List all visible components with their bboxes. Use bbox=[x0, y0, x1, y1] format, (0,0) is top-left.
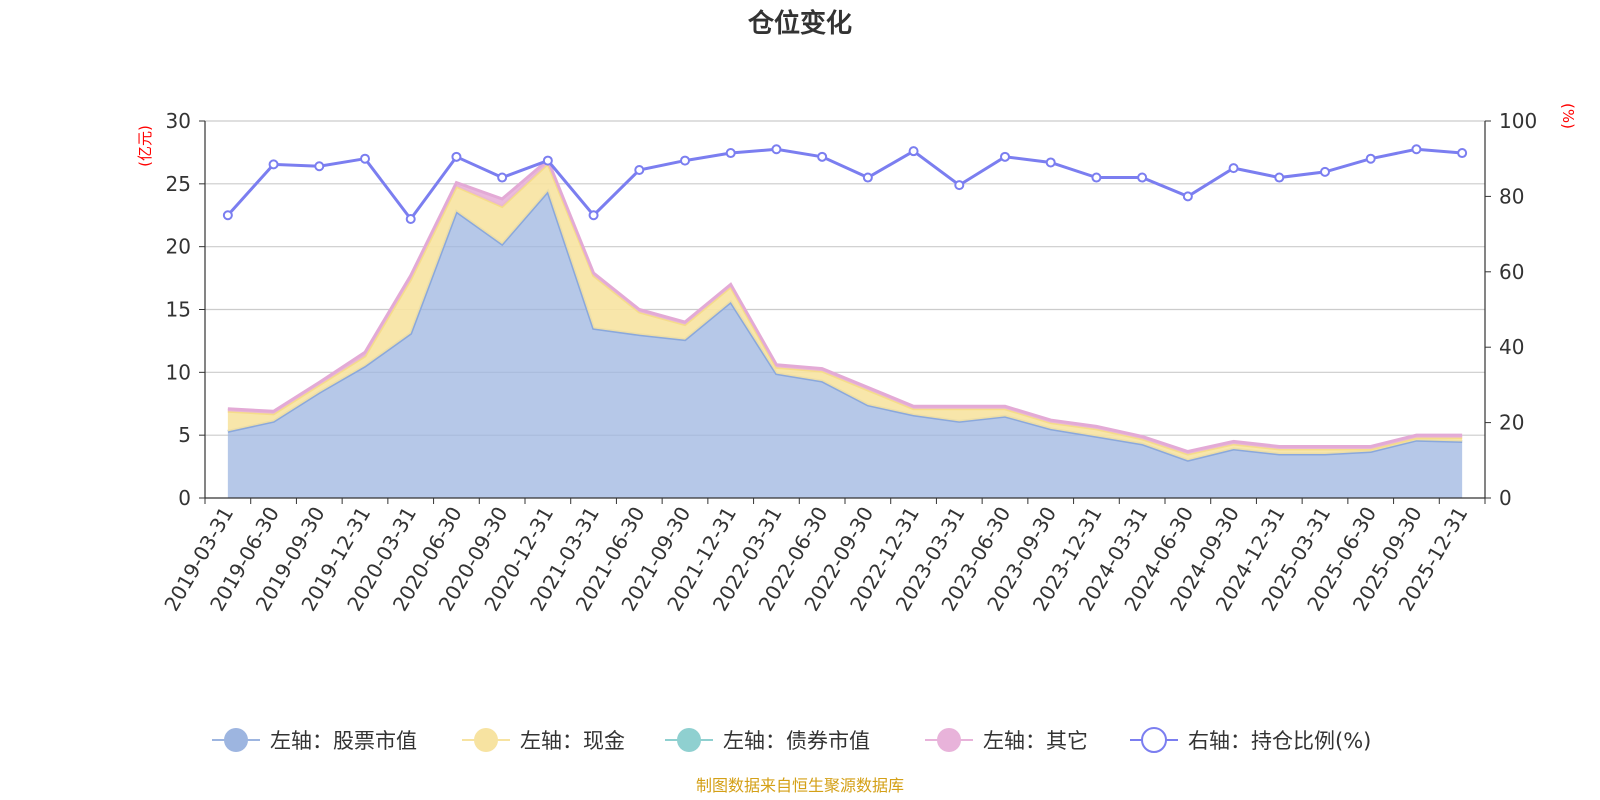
ratio-point bbox=[1411, 144, 1422, 155]
left-axis-tick-label: 5 bbox=[178, 423, 191, 447]
ratio-point bbox=[360, 153, 370, 164]
right-axis-tick-label: 0 bbox=[1499, 486, 1512, 510]
position-ratio-line bbox=[222, 144, 1468, 225]
ratio-point bbox=[405, 214, 416, 225]
ratio-line-path bbox=[226, 147, 1463, 222]
left-axis-tick-label: 20 bbox=[166, 235, 191, 259]
legend-swatch-1 bbox=[474, 728, 498, 752]
ratio-point bbox=[1274, 172, 1285, 183]
ratio-point bbox=[588, 210, 599, 221]
ratio-point bbox=[771, 144, 782, 155]
ratio-point bbox=[222, 210, 233, 221]
ratio-point bbox=[680, 155, 690, 166]
left-axis-tick-label: 10 bbox=[166, 360, 191, 384]
legend-swatch-0 bbox=[224, 728, 248, 752]
legend-label-3: 左轴：其它 bbox=[983, 729, 1088, 753]
legend-label-1: 左轴：现金 bbox=[520, 729, 625, 753]
legend-swatch-2 bbox=[677, 728, 701, 752]
ratio-point bbox=[542, 155, 553, 166]
ratio-point bbox=[725, 148, 736, 159]
area-edge-3 bbox=[227, 157, 1463, 454]
legend-label-2: 左轴：债券市值 bbox=[723, 729, 870, 753]
ratio-point bbox=[954, 180, 965, 191]
right-axis-tick-label: 80 bbox=[1499, 184, 1524, 208]
ratio-point bbox=[1000, 151, 1010, 162]
area-edge-0 bbox=[227, 188, 1463, 462]
data-source-note: 制图数据来自恒生聚源数据库 bbox=[696, 776, 904, 795]
legend-swatch-4 bbox=[1141, 727, 1167, 753]
ratio-point bbox=[1320, 166, 1330, 177]
left-axis-tick-label: 25 bbox=[166, 172, 191, 196]
ratio-point bbox=[497, 172, 508, 183]
ratio-point bbox=[817, 151, 828, 162]
ratio-point bbox=[634, 165, 645, 176]
ratio-point bbox=[908, 146, 919, 157]
ratio-point bbox=[314, 161, 325, 172]
right-axis-tick-label: 20 bbox=[1499, 411, 1524, 435]
ratio-point bbox=[1182, 191, 1193, 202]
left-axis-unit-label: (亿元) bbox=[136, 125, 154, 167]
chart-title: 仓位变化 bbox=[747, 8, 852, 39]
ratio-point bbox=[1137, 172, 1148, 183]
ratio-point bbox=[1091, 172, 1102, 183]
ratio-point bbox=[1365, 153, 1376, 164]
right-axis-tick-label: 100 bbox=[1499, 109, 1537, 133]
stacked-areas bbox=[227, 157, 1463, 498]
ratio-point bbox=[451, 151, 462, 162]
legend-label-4: 右轴：持仓比例(%) bbox=[1188, 729, 1371, 753]
left-axis-tick-label: 0 bbox=[178, 486, 191, 510]
ratio-point bbox=[1228, 163, 1239, 174]
right-axis-tick-label: 60 bbox=[1499, 260, 1524, 284]
legend[interactable]: 左轴：股票市值 左轴：现金 左轴：债券市值 左轴：其它 右轴：持仓比例(%) bbox=[212, 727, 1371, 753]
left-axis-tick-label: 15 bbox=[166, 298, 191, 322]
right-axis-tick-label: 40 bbox=[1499, 335, 1524, 359]
area-0 bbox=[227, 191, 1463, 498]
ratio-point bbox=[862, 172, 873, 183]
ratio-point bbox=[1045, 157, 1056, 168]
ratio-point bbox=[1457, 148, 1468, 159]
legend-label-0: 左轴：股票市值 bbox=[270, 729, 417, 753]
ratio-point bbox=[268, 159, 279, 170]
legend-swatch-3 bbox=[937, 728, 961, 752]
left-axis-tick-label: 30 bbox=[166, 109, 191, 133]
right-axis-unit-label: (%) bbox=[1559, 103, 1577, 129]
